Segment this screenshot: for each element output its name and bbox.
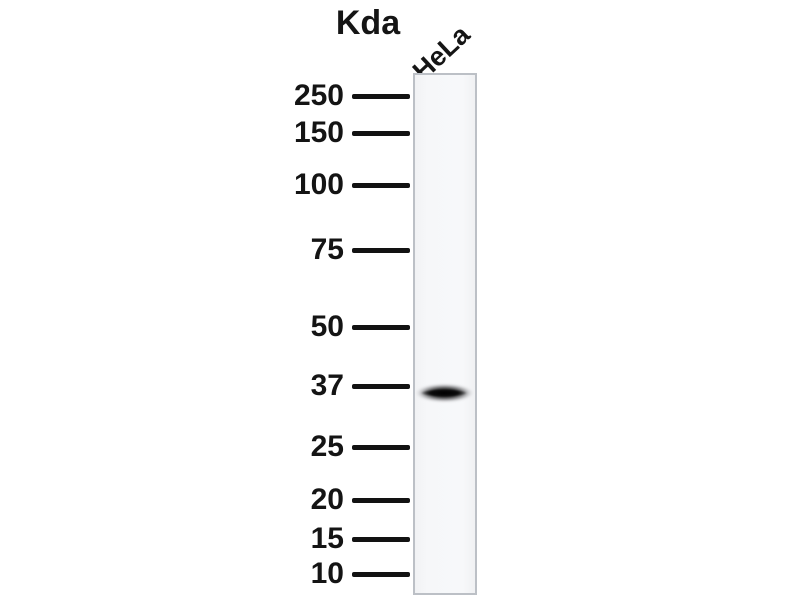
marker-tick: [352, 571, 410, 577]
marker-label: 37: [310, 369, 344, 402]
marker-label: 20: [310, 483, 344, 516]
marker-tick: [352, 130, 410, 136]
marker-tick: [352, 497, 410, 503]
marker-tick: [352, 383, 410, 389]
ladder-marker-10: 10: [295, 559, 410, 589]
marker-label: 25: [310, 430, 344, 463]
marker-tick: [352, 93, 410, 99]
marker-label: 50: [310, 310, 344, 343]
marker-label: 10: [310, 557, 344, 590]
ladder-marker-20: 20: [295, 485, 410, 515]
ladder-marker-100: 100: [293, 168, 410, 201]
marker-label: 15: [310, 522, 344, 555]
ladder-marker-75: 75: [295, 235, 410, 265]
ladder-marker-25: 25: [295, 432, 410, 462]
marker-label: 250: [293, 79, 344, 112]
protein-band-core: [421, 389, 467, 397]
marker-tick: [352, 247, 410, 253]
ladder-marker-15: 15: [295, 524, 410, 554]
marker-tick: [352, 324, 410, 330]
molecular-weight-unit-label: Kda: [335, 4, 401, 42]
marker-tick: [352, 182, 410, 188]
marker-tick: [352, 444, 410, 450]
marker-label: 150: [293, 116, 344, 149]
ladder-marker-150: 150: [293, 116, 410, 149]
ladder-marker-37: 37: [295, 371, 410, 401]
marker-label: 75: [310, 233, 344, 266]
ladder-marker-50: 50: [295, 312, 410, 342]
marker-label: 100: [293, 168, 344, 201]
blot-lane: [413, 73, 477, 595]
ladder-marker-250: 250: [293, 79, 410, 112]
marker-tick: [352, 536, 410, 542]
